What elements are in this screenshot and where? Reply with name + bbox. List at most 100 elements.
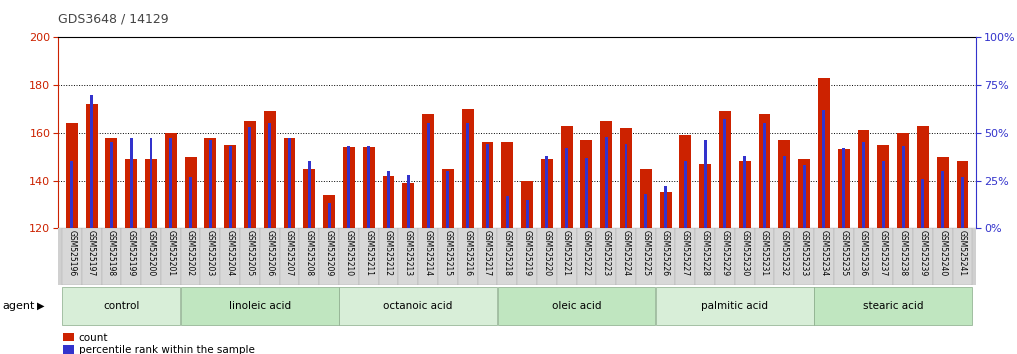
Bar — [91, 95, 94, 228]
Text: GSM525200: GSM525200 — [146, 230, 156, 276]
Text: GSM525215: GSM525215 — [443, 230, 453, 276]
Text: GSM525214: GSM525214 — [423, 230, 432, 276]
Bar — [284, 137, 296, 228]
Bar — [842, 148, 845, 228]
Text: GSM525240: GSM525240 — [938, 230, 947, 276]
Bar — [521, 181, 533, 228]
Bar — [418, 228, 438, 285]
Text: GSM525232: GSM525232 — [780, 230, 789, 276]
Bar — [802, 165, 805, 228]
Text: GSM525229: GSM525229 — [720, 230, 729, 276]
Bar — [224, 145, 236, 228]
Text: ▶: ▶ — [37, 301, 44, 311]
Text: GSM525210: GSM525210 — [345, 230, 354, 276]
Bar — [130, 138, 132, 228]
Bar — [675, 228, 696, 285]
Text: GSM525233: GSM525233 — [799, 230, 809, 276]
Text: palmitic acid: palmitic acid — [702, 301, 769, 311]
Bar — [497, 228, 517, 285]
Bar — [244, 121, 256, 228]
Bar — [62, 228, 81, 285]
Text: GSM525205: GSM525205 — [245, 230, 254, 276]
Text: GSM525204: GSM525204 — [226, 230, 235, 276]
Text: GSM525234: GSM525234 — [820, 230, 829, 276]
Bar — [125, 159, 137, 228]
Text: GSM525209: GSM525209 — [324, 230, 334, 276]
Text: GSM525238: GSM525238 — [899, 230, 907, 276]
Bar — [462, 109, 474, 228]
Text: GSM525226: GSM525226 — [661, 230, 670, 276]
Bar — [363, 147, 374, 228]
Bar — [857, 130, 870, 228]
Bar — [359, 228, 378, 285]
Bar — [585, 158, 588, 228]
Text: GSM525197: GSM525197 — [87, 230, 97, 276]
Bar — [486, 144, 489, 228]
FancyBboxPatch shape — [497, 287, 655, 325]
Text: agent: agent — [2, 301, 35, 311]
Bar — [577, 228, 596, 285]
Text: GSM525237: GSM525237 — [879, 230, 888, 276]
Bar — [738, 161, 751, 228]
Bar — [517, 228, 537, 285]
Text: GSM525203: GSM525203 — [205, 230, 215, 276]
Bar — [382, 176, 395, 228]
Bar — [723, 119, 726, 228]
Bar — [755, 228, 774, 285]
Text: GSM525219: GSM525219 — [523, 230, 532, 276]
Bar — [446, 171, 450, 228]
Bar — [715, 228, 735, 285]
Bar — [110, 142, 113, 228]
Text: GSM525211: GSM525211 — [364, 230, 373, 276]
Bar — [961, 177, 964, 228]
Bar — [308, 161, 311, 228]
Bar — [505, 196, 508, 228]
Legend: count, percentile rank within the sample: count, percentile rank within the sample — [63, 333, 254, 354]
Bar — [921, 179, 924, 228]
Text: GDS3648 / 14129: GDS3648 / 14129 — [58, 12, 169, 25]
Bar — [556, 228, 577, 285]
Bar — [303, 169, 315, 228]
Text: GSM525239: GSM525239 — [918, 230, 928, 276]
Bar — [102, 228, 121, 285]
Text: GSM525213: GSM525213 — [404, 230, 413, 276]
Bar — [664, 186, 667, 228]
Bar — [268, 123, 272, 228]
Bar — [478, 228, 497, 285]
Bar — [933, 228, 953, 285]
Bar — [501, 142, 514, 228]
Bar — [834, 228, 853, 285]
FancyBboxPatch shape — [656, 287, 814, 325]
Text: GSM525241: GSM525241 — [958, 230, 967, 276]
Text: GSM525230: GSM525230 — [740, 230, 750, 276]
Text: GSM525207: GSM525207 — [285, 230, 294, 276]
Bar — [70, 161, 73, 228]
Bar — [735, 228, 755, 285]
Text: GSM525198: GSM525198 — [107, 230, 116, 276]
Bar — [422, 114, 434, 228]
Bar — [862, 142, 865, 228]
Bar — [794, 228, 814, 285]
Bar — [221, 228, 240, 285]
Bar — [229, 146, 232, 228]
Bar — [620, 128, 632, 228]
Text: GSM525217: GSM525217 — [483, 230, 492, 276]
Text: stearic acid: stearic acid — [863, 301, 923, 311]
Bar — [818, 78, 830, 228]
Bar — [814, 228, 834, 285]
Bar — [149, 138, 153, 228]
Text: GSM525227: GSM525227 — [680, 230, 690, 276]
Bar — [81, 228, 102, 285]
Text: octanoic acid: octanoic acid — [383, 301, 453, 311]
Text: GSM525231: GSM525231 — [760, 230, 769, 276]
Bar — [145, 159, 157, 228]
Bar — [280, 228, 299, 285]
Bar — [640, 169, 652, 228]
Bar — [600, 121, 612, 228]
Bar — [141, 228, 161, 285]
Bar — [399, 228, 418, 285]
Text: GSM525212: GSM525212 — [384, 230, 393, 276]
Bar — [288, 138, 291, 228]
Text: GSM525201: GSM525201 — [167, 230, 175, 276]
Bar — [878, 145, 889, 228]
